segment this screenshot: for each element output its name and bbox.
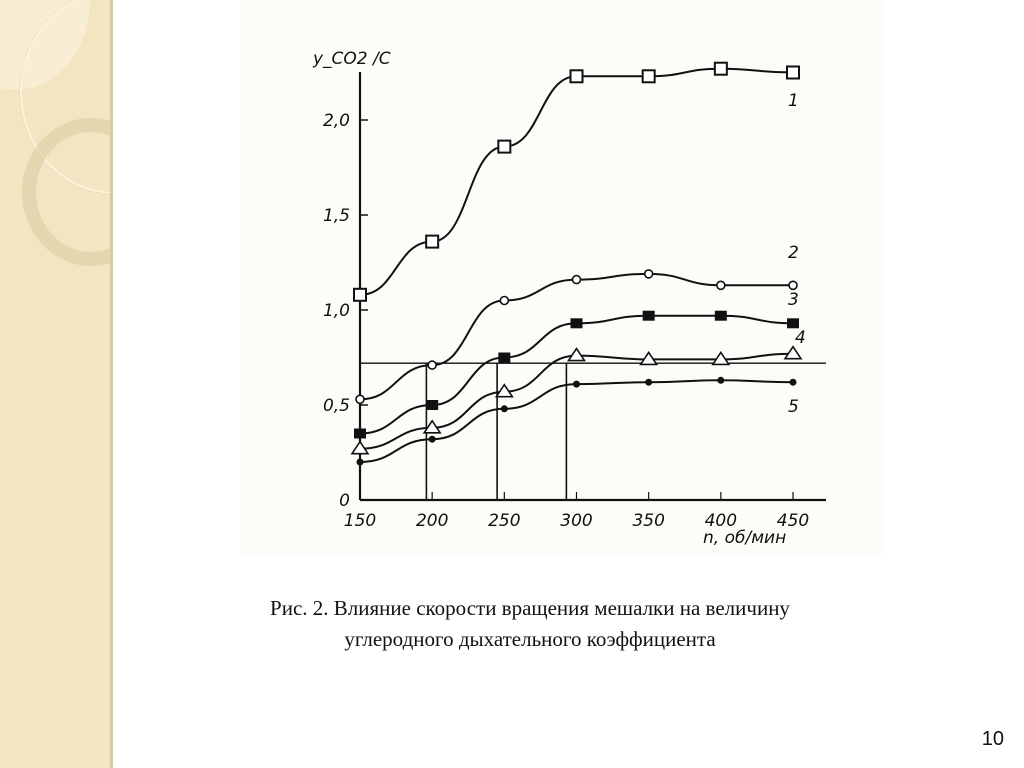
data-point-filled-square bbox=[354, 428, 366, 439]
x-tick-label: 250 bbox=[488, 511, 520, 531]
data-point-filled-square bbox=[426, 400, 439, 410]
series-group: 1 2 3 4 5 bbox=[350, 61, 806, 466]
caption-line-1: Рис. 2. Влияние скорости вращения мешалк… bbox=[270, 596, 790, 620]
data-point-filled-dot bbox=[428, 435, 436, 443]
y-tick-label: 1,5 bbox=[323, 206, 350, 226]
x-tick-label: 150 bbox=[344, 511, 376, 531]
data-point-filled-square bbox=[498, 352, 511, 363]
data-point-filled-square bbox=[642, 310, 655, 321]
y-tick-label: 0,5 bbox=[323, 396, 350, 416]
data-point-open-triangle bbox=[350, 440, 370, 455]
x-tick-label: 300 bbox=[560, 511, 592, 531]
series-label: 2 bbox=[788, 243, 799, 263]
data-point-open-square bbox=[425, 234, 440, 249]
y-tick-label: 1,0 bbox=[323, 301, 350, 321]
data-point-open-circle bbox=[788, 280, 798, 291]
data-point-filled-dot bbox=[645, 378, 653, 386]
data-point-filled-square bbox=[570, 318, 583, 329]
series-label: 5 bbox=[788, 397, 799, 417]
series-label: 1 bbox=[788, 91, 799, 111]
data-point-open-square bbox=[641, 69, 656, 84]
data-point-open-triangle bbox=[711, 350, 731, 366]
page-number: 10 bbox=[981, 728, 1004, 750]
series-5: 5 bbox=[356, 376, 799, 466]
series-4: 4 bbox=[350, 328, 806, 455]
figure-caption: Рис. 2. Влияние скорости вращения мешалк… bbox=[150, 593, 910, 655]
data-point-open-circle bbox=[427, 360, 437, 370]
data-point-open-triangle bbox=[494, 383, 514, 398]
data-point-open-triangle bbox=[422, 419, 442, 434]
series-1: 1 bbox=[353, 61, 800, 302]
data-point-filled-dot bbox=[717, 376, 725, 384]
data-point-open-triangle bbox=[783, 345, 803, 360]
y-tick-label: 0 bbox=[339, 491, 350, 511]
x-tick-label: 200 bbox=[416, 511, 448, 531]
slide-decoration-sidebar bbox=[0, 0, 113, 768]
scan-background bbox=[240, 0, 885, 555]
data-point-open-square bbox=[786, 65, 800, 80]
data-point-open-square bbox=[497, 139, 512, 154]
data-point-filled-dot bbox=[573, 380, 580, 388]
data-point-open-circle bbox=[499, 295, 510, 306]
data-point-open-triangle bbox=[567, 347, 586, 362]
tick-labels: 0 0,5 1,0 1,5 2,0 150 200 250 300 350 400 450 bbox=[323, 111, 809, 531]
data-point-filled-square bbox=[714, 310, 727, 321]
data-point-open-circle bbox=[643, 269, 654, 279]
x-tick-label: 450 bbox=[777, 511, 809, 531]
series-label: 3 bbox=[788, 290, 799, 310]
x-tick-label: 400 bbox=[705, 511, 737, 531]
data-point-filled-dot bbox=[500, 405, 508, 413]
data-point-filled-dot bbox=[789, 378, 797, 386]
data-point-open-circle bbox=[355, 394, 365, 405]
data-point-open-circle bbox=[571, 274, 582, 285]
data-point-open-circle bbox=[716, 280, 726, 291]
data-point-open-square bbox=[713, 61, 728, 76]
data-point-filled-dot bbox=[356, 458, 364, 466]
data-point-open-square bbox=[353, 287, 367, 302]
y-axis-label: y_CO2 /C bbox=[312, 49, 391, 69]
series-3: 3 bbox=[354, 290, 799, 439]
data-point-open-triangle bbox=[639, 350, 659, 366]
data-point-open-square bbox=[569, 69, 584, 84]
caption-line-2: углеродного дыхательного коэффициента bbox=[344, 627, 716, 651]
data-point-filled-square bbox=[787, 318, 799, 329]
y-tick-label: 2,0 bbox=[323, 111, 350, 131]
series-label: 4 bbox=[795, 328, 806, 348]
series-2: 2 bbox=[355, 243, 799, 405]
x-tick-label: 350 bbox=[632, 511, 664, 531]
chart: 1 2 3 4 5 0 0,5 1,0 1,5 2,0 150 200 250 300 350 400 450… bbox=[240, 0, 885, 555]
x-axis-label: n, об/мин bbox=[703, 528, 786, 548]
